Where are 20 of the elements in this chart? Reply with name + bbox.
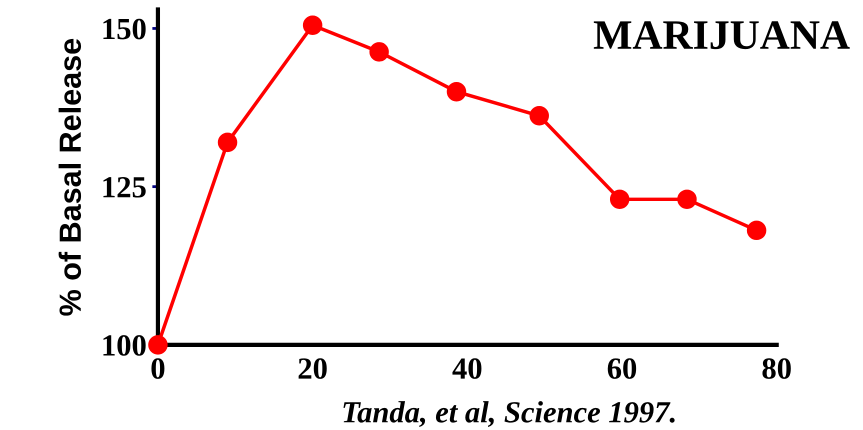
point bbox=[218, 132, 238, 152]
point bbox=[746, 220, 766, 240]
x-tick-label: 80 bbox=[762, 358, 791, 379]
point bbox=[148, 335, 168, 355]
y-tick-label: 150 bbox=[103, 18, 146, 40]
x-tick-label: 0 bbox=[151, 358, 164, 379]
point bbox=[530, 106, 549, 126]
point bbox=[677, 190, 697, 210]
y-tick-label: 100 bbox=[103, 335, 146, 356]
y-axis-title: % of Basal Release bbox=[58, 38, 82, 316]
text: Tanda, et al, Science 1997. bbox=[343, 401, 675, 428]
x-tick-label: 40 bbox=[452, 358, 482, 379]
x-tick-label: 20 bbox=[298, 358, 327, 379]
y-tick-label: 125 bbox=[103, 177, 146, 198]
point bbox=[610, 190, 630, 210]
point bbox=[302, 16, 322, 36]
point bbox=[369, 42, 389, 62]
x-tick-label: 60 bbox=[608, 358, 636, 379]
chart-title: MARIJUANA bbox=[594, 21, 850, 50]
point bbox=[446, 82, 466, 102]
